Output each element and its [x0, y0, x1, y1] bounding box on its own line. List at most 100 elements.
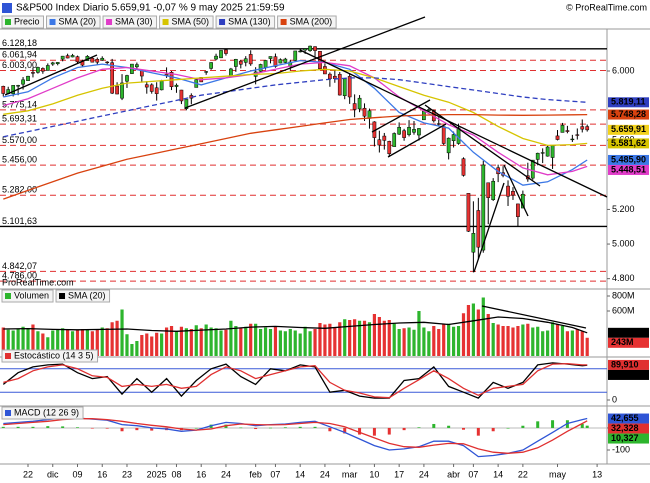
- histogram-bar: [343, 427, 347, 434]
- x-tick-label: 13: [592, 469, 602, 479]
- volume-bar: [184, 328, 188, 356]
- candle-body: [90, 57, 95, 63]
- candle-body: [451, 134, 456, 141]
- volume-bar: [90, 331, 94, 356]
- volume-bar: [100, 327, 104, 356]
- volume-bar: [377, 317, 381, 356]
- volume-bar: [254, 323, 258, 356]
- histogram-bar: [313, 426, 317, 428]
- volume-bar: [155, 332, 159, 356]
- value-box: [608, 369, 649, 380]
- volume-bar: [239, 327, 243, 356]
- level-label: 6.128,18: [2, 38, 37, 48]
- candle-body: [16, 85, 20, 87]
- series-line: [3, 316, 588, 334]
- value-box: [608, 433, 649, 444]
- candle-body: [516, 203, 520, 217]
- histogram-bar: [61, 426, 65, 428]
- candle-body: [362, 107, 367, 117]
- value-label: 5.748,28: [611, 109, 646, 119]
- candle-body: [125, 75, 129, 82]
- legend-frame: [1, 406, 84, 420]
- candle-body: [149, 84, 154, 92]
- candle-body: [229, 68, 233, 77]
- volume-bar: [26, 328, 30, 356]
- chart-title: S&P500 Index Diario 5.659,91 -0,07 % 9 m…: [16, 3, 285, 14]
- candle-body: [397, 126, 402, 135]
- candle-body: [575, 134, 580, 136]
- candle-body: [100, 57, 105, 61]
- x-tick-label: 24: [320, 469, 330, 479]
- series-line: [3, 59, 588, 186]
- trend-line: [424, 104, 541, 187]
- value-label: 42,655: [611, 413, 639, 423]
- volume-bar: [506, 326, 510, 356]
- legend-frame: [159, 15, 214, 29]
- value-box: [608, 97, 649, 108]
- legend-label: SMA (50): [172, 16, 210, 26]
- candle-body: [219, 50, 223, 59]
- volume-bar: [303, 326, 307, 356]
- legend-label: SMA (20): [68, 290, 106, 300]
- volume-bar: [105, 328, 109, 356]
- histogram-bar: [254, 427, 258, 430]
- x-tick-label: 22: [518, 469, 528, 479]
- volume-bar: [555, 324, 560, 356]
- histogram-bar: [580, 423, 584, 428]
- volume-bar: [550, 322, 555, 356]
- legend-item: SMA (200): [277, 15, 337, 29]
- value-label: 5.448,51: [611, 164, 646, 174]
- volume-bar: [209, 327, 213, 356]
- value-box: [608, 109, 649, 120]
- x-tick-label: 17: [394, 469, 404, 479]
- candle-body: [234, 58, 238, 67]
- candle-body: [55, 62, 60, 64]
- candle-body: [204, 71, 209, 73]
- volume-bar: [258, 329, 263, 356]
- volume-bar: [51, 330, 55, 356]
- y-tick-label: 6.000: [612, 65, 635, 75]
- candle-body: [535, 152, 540, 160]
- trend-line: [473, 182, 505, 273]
- volume-bar: [417, 311, 421, 356]
- candle-body: [120, 82, 124, 99]
- volume-bar: [135, 341, 139, 356]
- value-label: 89,910: [611, 359, 639, 369]
- histogram-bar: [283, 427, 287, 428]
- trend-line: [503, 164, 529, 217]
- histogram-bar: [239, 427, 243, 429]
- series-line: [3, 418, 588, 454]
- volume-bar: [348, 320, 352, 356]
- y-tick-label: 800M: [612, 290, 635, 300]
- level-label: 5.775,14: [2, 99, 37, 109]
- value-box: [608, 337, 649, 348]
- volume-bar: [333, 327, 337, 356]
- volume-bar: [36, 331, 40, 356]
- candle-body: [308, 45, 312, 52]
- candle-body: [303, 48, 307, 51]
- value-label: 5.581,62: [611, 138, 646, 148]
- candle-body: [328, 73, 332, 80]
- candle-body: [95, 58, 100, 63]
- volume-bar: [115, 320, 119, 356]
- candle-body: [511, 191, 515, 196]
- histogram-bar: [135, 427, 139, 431]
- volume-bar: [145, 333, 149, 356]
- series-line: [3, 68, 588, 147]
- histogram-bar: [268, 427, 272, 429]
- candle-body: [144, 84, 149, 88]
- legend-label: SMA (30): [115, 16, 153, 26]
- volume-bar: [6, 329, 10, 356]
- legend-swatch: [5, 19, 11, 25]
- volume-bar: [496, 324, 500, 356]
- candle-body: [555, 135, 560, 140]
- candle-body: [580, 126, 585, 130]
- y-tick-label: 600M: [612, 305, 635, 315]
- volume-bar: [516, 326, 520, 356]
- candle-body: [268, 56, 273, 59]
- x-tick-label: 16: [196, 469, 206, 479]
- volume-bar: [511, 327, 515, 356]
- level-label: 4.786,00: [2, 270, 37, 280]
- candle-body: [342, 78, 347, 97]
- candle-body: [506, 185, 510, 197]
